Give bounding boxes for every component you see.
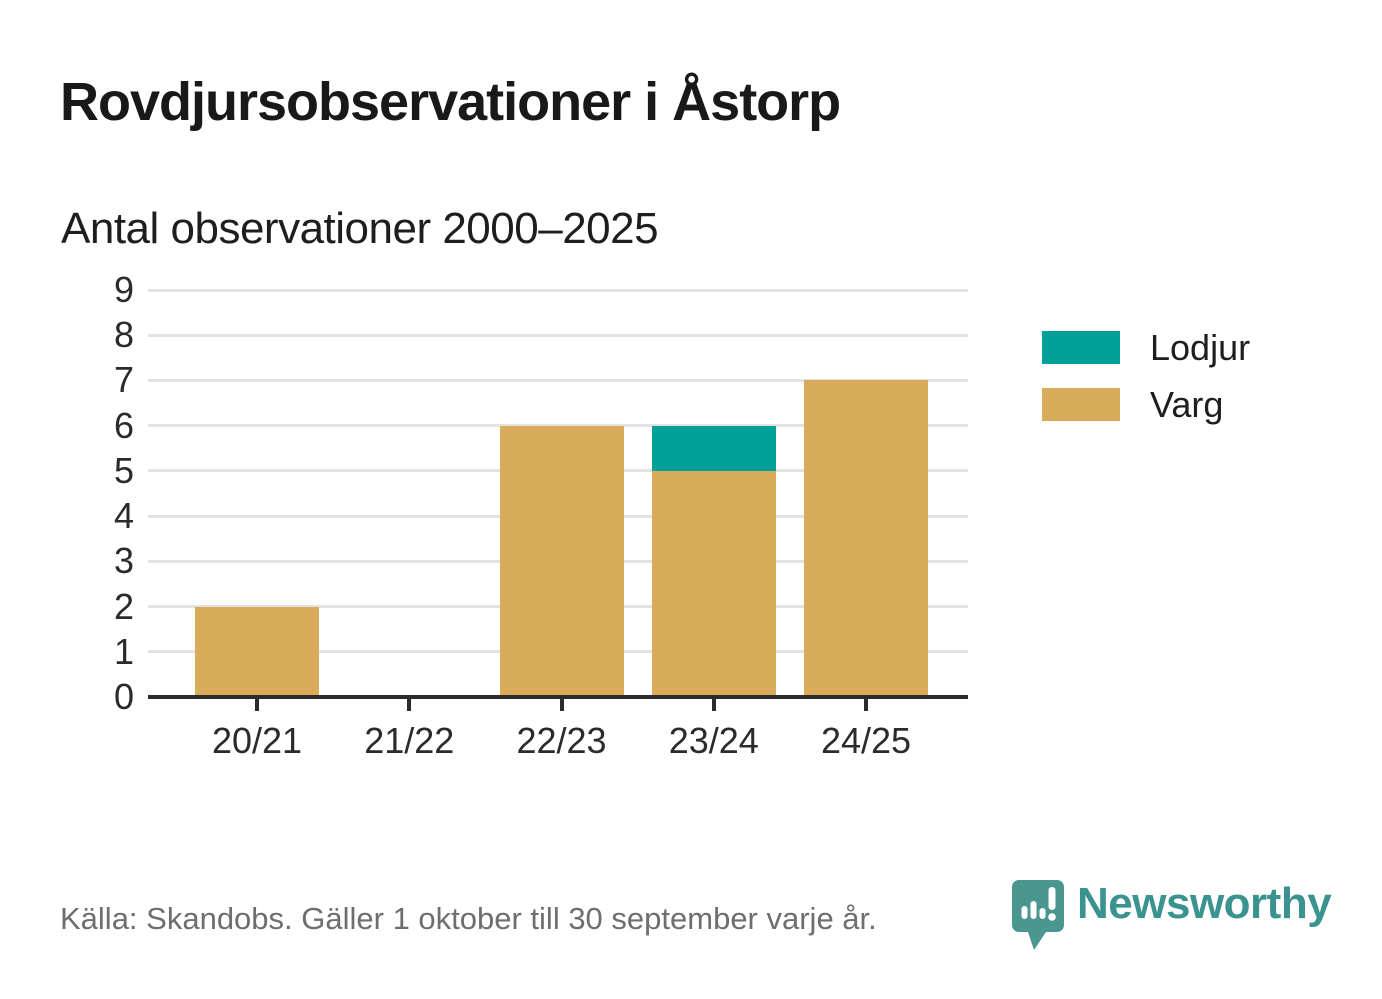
x-axis-tick	[559, 699, 564, 711]
legend-label: Varg	[1150, 384, 1224, 425]
gridline	[148, 333, 968, 337]
x-axis-tick-label: 21/22	[364, 720, 455, 761]
y-axis-tick-label: 7	[113, 359, 134, 401]
x-axis-tick	[711, 699, 716, 711]
x-axis-tick-label: 24/25	[820, 720, 912, 761]
bar-segment-varg-22-23	[499, 425, 624, 697]
y-axis-tick-label: 4	[113, 495, 134, 537]
bar-segment-varg-24-25	[804, 380, 928, 697]
legend-label: Lodjur	[1150, 327, 1251, 368]
bar-segment-varg-20-21	[195, 606, 319, 697]
legend-swatch-varg	[1042, 388, 1120, 421]
x-axis-tick-label: 23/24	[668, 720, 759, 761]
brand-wordmark: Newsworthy	[1077, 879, 1332, 928]
chart-title: Rovdjursobservationer i Åstorp	[60, 72, 841, 132]
x-axis-line	[148, 695, 968, 699]
legend-swatch-lodjur	[1042, 331, 1120, 364]
bar-segment-lodjur-23-24	[651, 425, 776, 471]
x-axis-tick-label: 20/21	[211, 720, 303, 761]
newsworthy-icon	[1012, 880, 1064, 950]
x-axis-tick	[864, 699, 868, 711]
legend-item-varg: Varg	[1042, 384, 1250, 425]
gridline	[148, 288, 968, 292]
y-axis-tick-label: 2	[113, 585, 134, 627]
y-axis-tick-label: 6	[113, 404, 134, 446]
legend-item-lodjur: Lodjur	[1042, 327, 1251, 368]
bar-segment-varg-23-24	[651, 470, 776, 697]
y-axis-tick-label: 0	[113, 676, 134, 717]
y-axis-tick-label: 8	[113, 314, 134, 356]
y-axis-tick-label: 1	[113, 630, 134, 672]
y-axis-tick-label: 5	[113, 449, 134, 491]
y-axis-tick-label: 9	[113, 269, 134, 310]
x-axis-tick-label: 22/23	[516, 720, 607, 761]
legend: Lodjur Varg	[1042, 327, 1251, 445]
x-axis-tick	[407, 699, 412, 711]
y-axis-tick-label: 3	[113, 540, 134, 582]
source-note: Källa: Skandobs. Gäller 1 oktober till 3…	[60, 901, 877, 936]
chart-subtitle: Antal observationer 2000–2025	[61, 204, 659, 253]
gridline	[148, 378, 968, 382]
x-axis-tick	[255, 699, 259, 711]
brand-logo: Newsworthy	[1012, 879, 1332, 952]
